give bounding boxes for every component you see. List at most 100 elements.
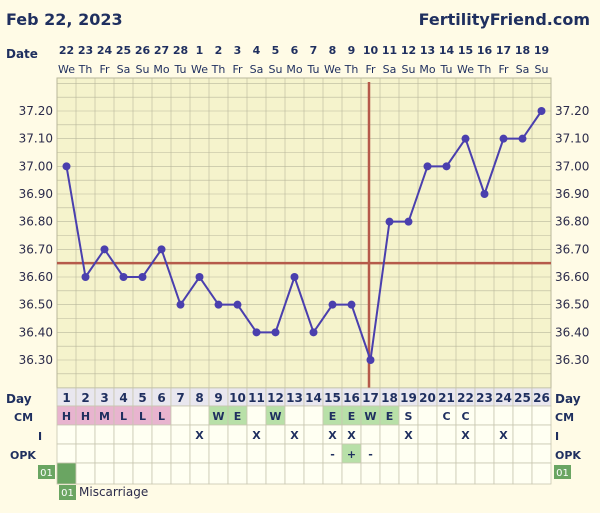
cm-value: S	[405, 410, 413, 423]
table-cell	[189, 443, 210, 464]
site-name[interactable]: FertilityFriend.com	[418, 10, 590, 29]
intercourse-mark: X	[328, 429, 337, 442]
day-number: 19	[400, 391, 417, 405]
table-cell	[113, 424, 134, 445]
day-number: 9	[214, 391, 222, 405]
intercourse-mark: X	[499, 429, 508, 442]
table-cell	[455, 462, 476, 485]
table-cell	[132, 462, 153, 485]
day-number: 4	[119, 391, 127, 405]
cm-value: M	[99, 410, 110, 423]
table-cell	[132, 424, 153, 445]
row-label-i-right: I	[555, 430, 559, 443]
row-label-i: I	[38, 430, 42, 443]
date-labels: 22 23 24 25 26 27 28 1 2 3 4 5 6 7 8 9 10 11 12 13 14 15 16 17 1…	[59, 44, 549, 57]
date-label: 27	[154, 44, 169, 57]
weekday-label: Fr	[498, 63, 509, 76]
day-number: 25	[514, 391, 531, 405]
cm-value: E	[329, 410, 337, 423]
temperature-point	[81, 273, 90, 281]
weekday-label: Tu	[439, 63, 452, 76]
temperature-point	[423, 162, 432, 171]
temperature-point	[138, 273, 147, 281]
date-label: 9	[348, 44, 356, 57]
table-cell	[189, 462, 210, 485]
weekday-label: Sa	[383, 63, 397, 76]
day-number: 3	[100, 391, 108, 405]
table-cell	[246, 462, 267, 485]
temperature-point	[100, 245, 109, 254]
y-tick-right: 36.50	[555, 298, 589, 312]
reference-lines	[57, 82, 551, 388]
y-tick-left: 37.10	[19, 132, 53, 146]
table-cell	[151, 462, 172, 485]
table-cell	[512, 462, 533, 485]
date-label: 6	[291, 44, 299, 57]
day-number: 18	[381, 391, 398, 405]
temperature-point	[233, 300, 242, 309]
cm-value: L	[120, 410, 127, 423]
table-cell	[170, 405, 191, 426]
row-label-opk: OPK	[10, 449, 36, 462]
table-cell	[379, 424, 400, 445]
code-box-left	[38, 465, 55, 479]
weekday-label: Th	[211, 63, 226, 76]
table-cell	[56, 462, 77, 485]
y-tick-left: 36.30	[19, 353, 53, 367]
day-number: 2	[81, 391, 89, 405]
intercourse-mark: X	[461, 429, 470, 442]
y-tick-right: 36.30	[555, 353, 589, 367]
weekday-label: Fr	[232, 63, 243, 76]
table-cell	[360, 424, 381, 445]
table-cell	[303, 424, 324, 445]
cm-value: E	[234, 410, 242, 423]
table-cell	[208, 424, 229, 445]
y-tick-right: 36.70	[555, 242, 589, 256]
cm-value: E	[348, 410, 356, 423]
table-cell	[284, 462, 305, 485]
weekday-label: We	[324, 63, 341, 76]
date-label: 15	[458, 44, 473, 57]
date-label: 25	[116, 44, 131, 57]
date-label: 7	[310, 44, 318, 57]
table-cell	[455, 443, 476, 464]
row-label-day-right: Day	[555, 392, 581, 406]
opk-value: +	[347, 448, 356, 461]
intercourse-mark: X	[404, 429, 413, 442]
cm-value: H	[81, 410, 90, 423]
table-cell	[322, 462, 343, 485]
table-cell	[75, 424, 96, 445]
temperature-point	[480, 190, 489, 198]
table-cell	[436, 424, 457, 445]
table-cell	[493, 405, 514, 426]
temperature-point	[461, 134, 470, 143]
weekday-label: Tu	[173, 63, 186, 76]
y-tick-right: 37.20	[555, 104, 589, 118]
table-cell	[265, 443, 286, 464]
day-number: 23	[476, 391, 493, 405]
table-cell	[113, 462, 134, 485]
temperature-point	[195, 273, 204, 281]
weekday-label: Tu	[306, 63, 319, 76]
temperature-point	[499, 134, 508, 143]
table-cell	[531, 462, 552, 485]
day-number: 26	[533, 391, 550, 405]
day-number: 6	[157, 391, 165, 405]
day-number: 20	[419, 391, 436, 405]
temperature-series	[62, 107, 546, 364]
table-cell	[227, 462, 248, 485]
table-cell	[531, 424, 552, 445]
y-tick-right: 36.90	[555, 187, 589, 201]
legend-code-box	[59, 485, 76, 500]
weekday-label: Fr	[99, 63, 110, 76]
date-label: 17	[496, 44, 511, 57]
temperature-point	[328, 300, 337, 309]
table-cell	[379, 443, 400, 464]
table-cell	[56, 424, 77, 445]
table-cell	[208, 443, 229, 464]
table-cell	[170, 462, 191, 485]
day-number: 1	[62, 391, 70, 405]
date-label: 1	[196, 44, 204, 57]
